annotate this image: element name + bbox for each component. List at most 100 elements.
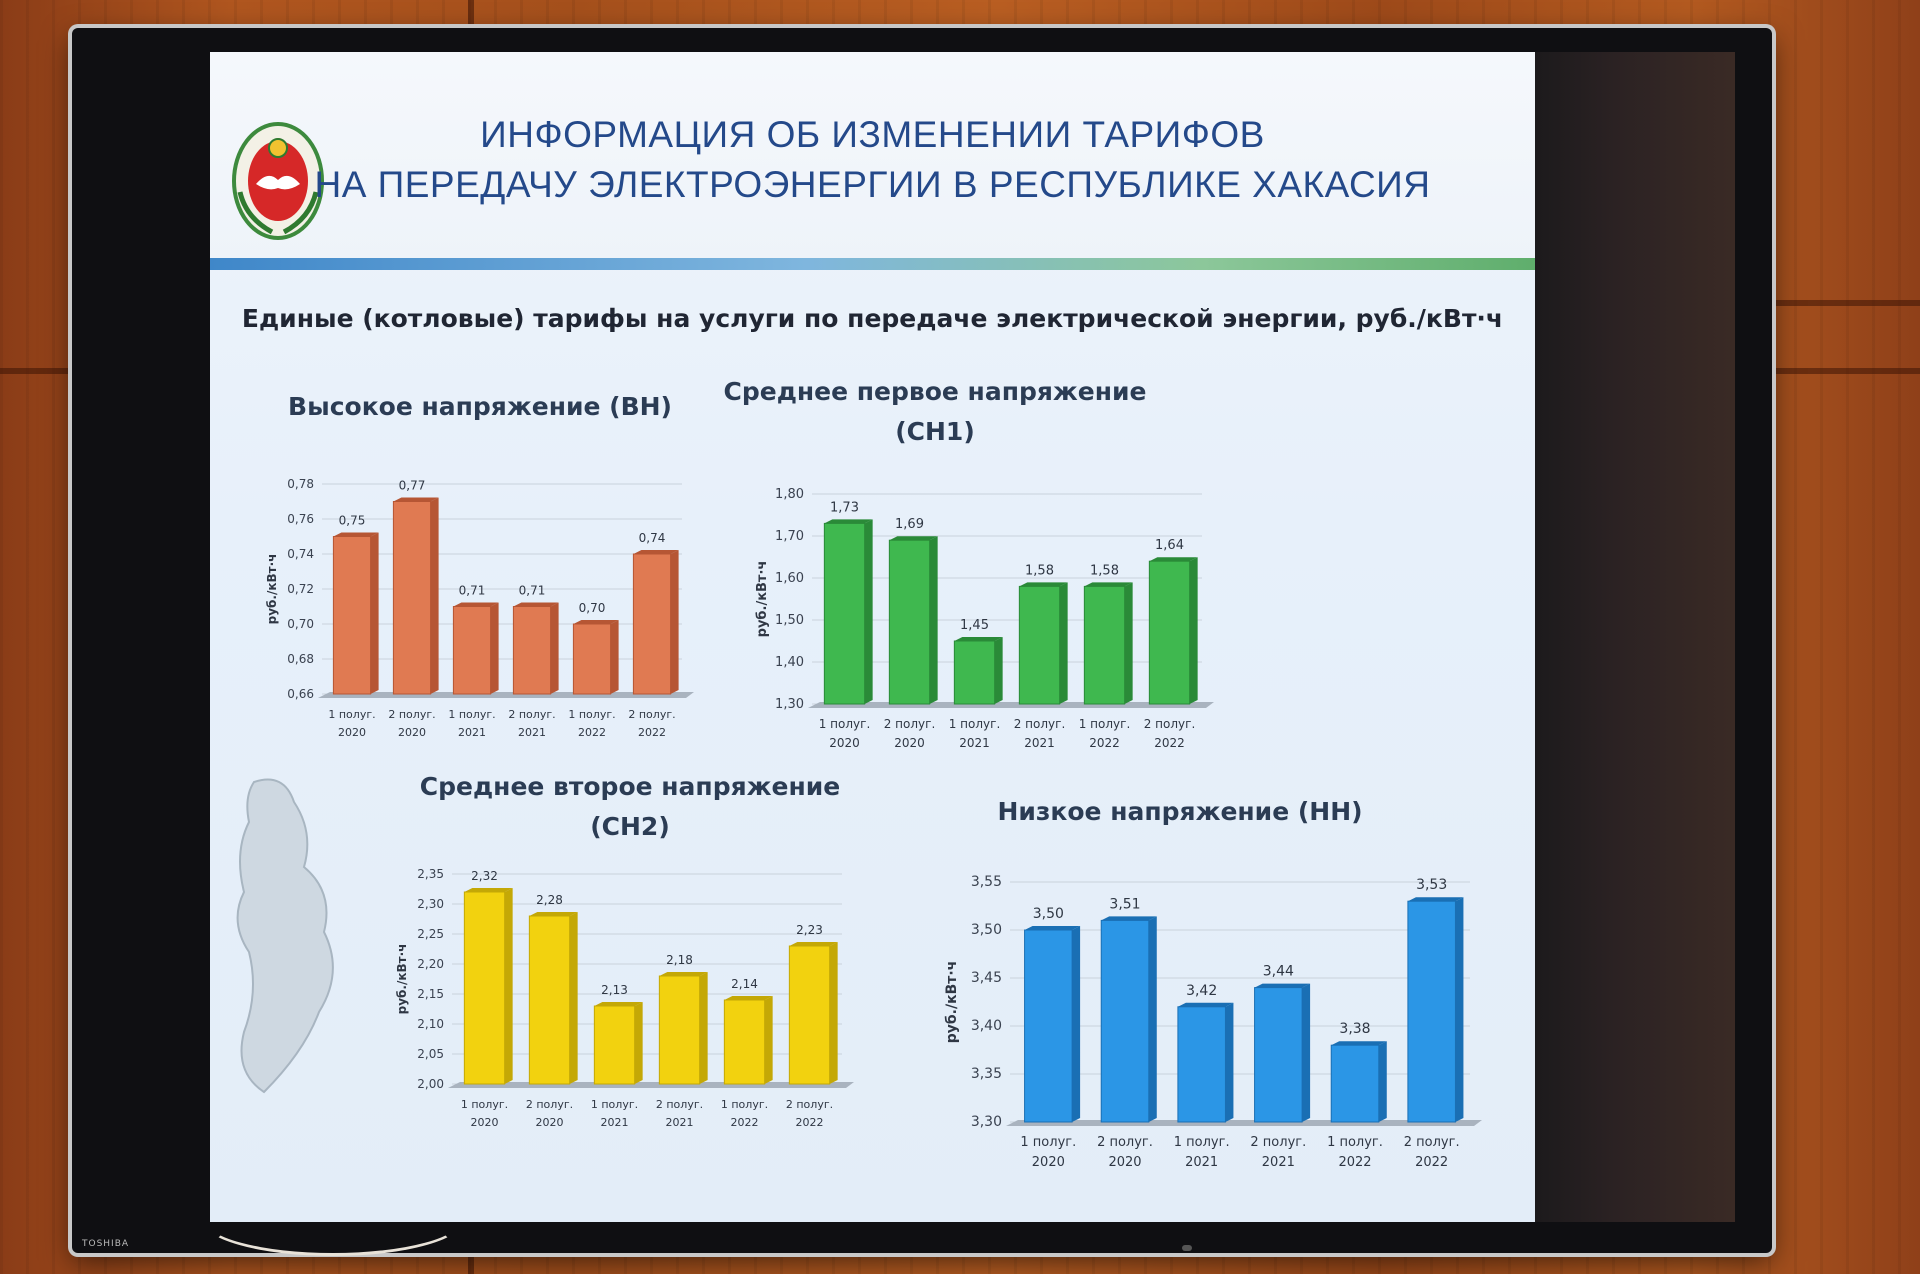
x-tick-label: 2021 — [666, 1116, 694, 1129]
bar — [723, 999, 766, 1085]
presentation-slide: ИНФОРМАЦИЯ ОБ ИЗМЕНЕНИИ ТАРИФОВ НА ПЕРЕД… — [210, 52, 1535, 1222]
chart-title-line: (СН2) — [590, 812, 670, 841]
bar-value-label: 0,74 — [639, 531, 666, 545]
bar-value-label: 3,51 — [1109, 896, 1140, 912]
bar-side — [929, 536, 938, 704]
y-axis-label: руб./кВт·ч — [944, 961, 960, 1044]
x-tick-label: 2020 — [471, 1116, 499, 1129]
bar-side — [670, 550, 679, 694]
bar-top — [1407, 897, 1464, 902]
bar — [512, 606, 552, 695]
y-tick-label: 1,80 — [775, 487, 804, 502]
x-tick-label: 2022 — [1415, 1155, 1448, 1170]
bar-top — [659, 972, 708, 976]
y-tick-label: 0,78 — [287, 477, 314, 491]
x-tick-label: 1 полуг. — [328, 708, 375, 721]
bar-side — [764, 996, 773, 1084]
x-tick-label: 2022 — [1089, 736, 1120, 750]
y-tick-label: 2,10 — [417, 1017, 444, 1031]
x-tick-label: 2021 — [1262, 1155, 1295, 1170]
tv-power-led — [1182, 1245, 1192, 1251]
bar-top — [724, 996, 773, 1000]
bar — [888, 539, 931, 705]
y-tick-label: 0,72 — [287, 582, 314, 596]
x-tick-label: 1 полуг. — [721, 1098, 768, 1111]
bar-top — [1101, 916, 1157, 921]
y-tick-label: 3,45 — [971, 970, 1002, 986]
bar-side — [1225, 1002, 1234, 1122]
tv-brand-label: TOSHIBA — [82, 1239, 130, 1249]
x-tick-label: 2021 — [601, 1116, 629, 1129]
bar — [953, 640, 996, 705]
bar-top — [529, 912, 578, 916]
header-gradient-band — [210, 258, 1535, 270]
x-tick-label: 2 полуг. — [1250, 1135, 1306, 1150]
x-tick-label: 2 полуг. — [508, 708, 555, 721]
bar-value-label: 3,38 — [1339, 1021, 1370, 1037]
x-tick-label: 2021 — [959, 736, 990, 750]
bar — [1407, 900, 1456, 1123]
x-tick-label: 1 полуг. — [949, 717, 1001, 731]
bar-value-label: 2,28 — [536, 893, 563, 907]
bar-value-label: 1,64 — [1155, 538, 1184, 553]
bar — [572, 623, 612, 695]
bar-value-label: 0,77 — [399, 479, 426, 493]
bar-side — [1455, 897, 1464, 1122]
y-axis-label: руб./кВт·ч — [755, 561, 770, 638]
chart-title-line: Низкое напряжение (НН) — [997, 797, 1363, 826]
wall-panel-seam — [1770, 300, 1920, 306]
x-tick-label: 2020 — [1032, 1155, 1065, 1170]
bar-side — [864, 519, 873, 704]
bar-top — [633, 550, 679, 554]
bar-side — [1302, 983, 1311, 1122]
y-tick-label: 0,76 — [287, 512, 314, 526]
x-tick-label: 1 полуг. — [819, 717, 871, 731]
x-tick-label: 2020 — [398, 726, 426, 739]
y-axis-label: руб./кВт·ч — [395, 944, 409, 1015]
bar-top — [1084, 582, 1133, 587]
y-tick-label: 3,55 — [971, 874, 1002, 890]
bar-value-label: 3,44 — [1263, 964, 1294, 980]
bar-side — [1189, 557, 1198, 704]
bar-side — [1124, 582, 1133, 704]
bar-side — [1148, 916, 1157, 1122]
region-map-icon — [236, 778, 334, 1094]
bar-side — [1378, 1041, 1387, 1122]
x-tick-label: 2022 — [731, 1116, 759, 1129]
x-tick-label: 2021 — [1024, 736, 1055, 750]
x-tick-label: 2 полуг. — [884, 717, 936, 731]
x-tick-label: 2022 — [796, 1116, 824, 1129]
y-tick-label: 2,00 — [417, 1077, 444, 1091]
bar-top — [1331, 1041, 1387, 1046]
bar-value-label: 2,13 — [601, 983, 628, 997]
chart-title-line: Среднее второе напряжение — [419, 772, 841, 801]
y-tick-label: 1,40 — [775, 655, 804, 670]
bar-chart-sn2: 2,00 2,05 2,10 2,15 2,20 2,25 2,30 2,35 руб./кВт… — [395, 867, 854, 1129]
bar-top — [1024, 926, 1081, 930]
y-tick-label: 1,60 — [775, 571, 804, 586]
bar-top — [1254, 983, 1311, 988]
bar — [593, 1005, 636, 1085]
x-tick-label: 2021 — [1185, 1155, 1218, 1170]
bar-value-label: 1,45 — [960, 618, 989, 633]
x-tick-label: 1 полуг. — [591, 1098, 638, 1111]
bar-side — [370, 532, 379, 694]
bar-value-label: 3,50 — [1033, 906, 1064, 922]
x-tick-label: 2022 — [1154, 736, 1185, 750]
bar-value-label: 0,71 — [459, 584, 486, 598]
bar-value-label: 2,23 — [796, 923, 823, 937]
x-tick-label: 2021 — [458, 726, 486, 739]
bar — [1254, 987, 1303, 1123]
bar-top — [889, 536, 938, 541]
bar-top — [824, 519, 873, 524]
bar — [1330, 1044, 1380, 1123]
chart-title-vn: Высокое напряжение (ВН) — [250, 387, 710, 427]
bar-top — [573, 620, 619, 624]
bar-side — [504, 888, 513, 1084]
bar-top — [1149, 557, 1198, 562]
bar — [392, 501, 432, 695]
bar — [1100, 919, 1150, 1123]
y-tick-label: 2,30 — [417, 897, 444, 911]
bar-value-label: 0,70 — [579, 601, 606, 615]
x-tick-label: 2 полуг. — [526, 1098, 573, 1111]
